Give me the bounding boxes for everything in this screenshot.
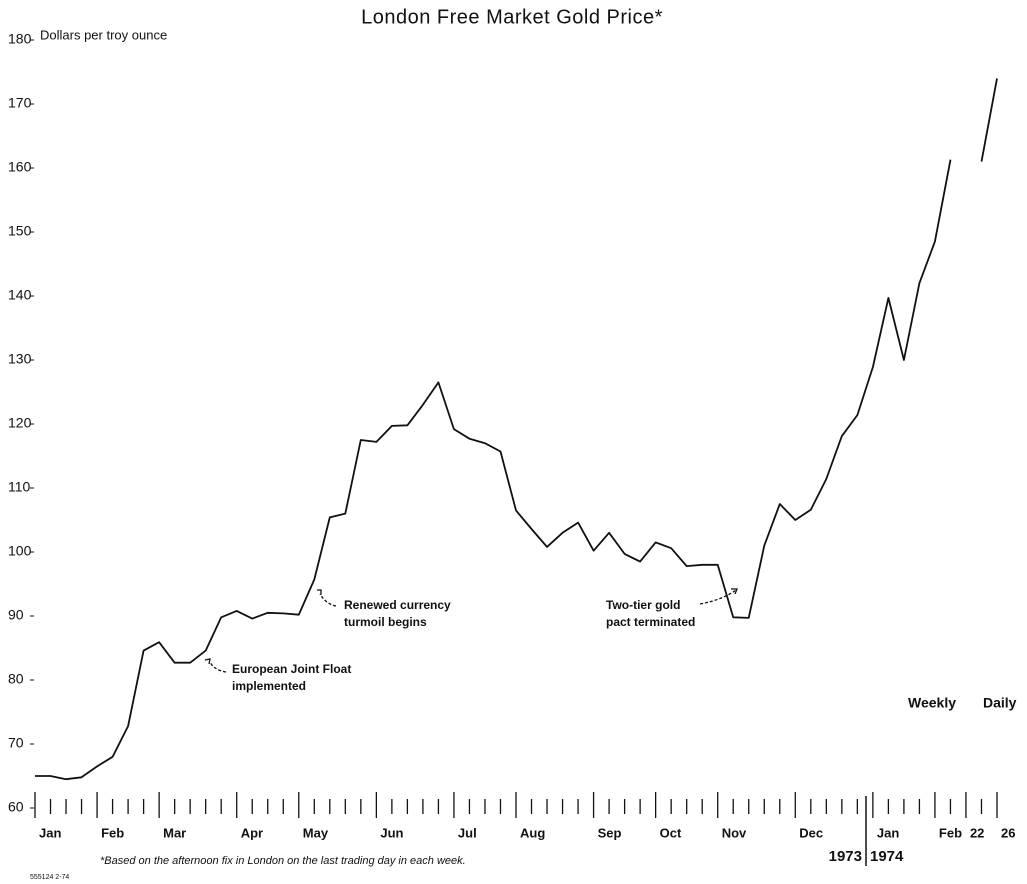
- y-tick-label: 100: [8, 543, 32, 559]
- annotation-arrow: [209, 661, 227, 673]
- y-axis-label: Dollars per troy ounce: [40, 27, 167, 42]
- x-tick-label: Aug: [520, 825, 545, 840]
- x-tick-label: Jun: [380, 825, 403, 840]
- year-label: 1974: [870, 848, 904, 865]
- y-tick-label: 160: [8, 159, 32, 175]
- y-tick-label: 90: [8, 607, 24, 623]
- footnote: *Based on the afternoon fix in London on…: [100, 855, 466, 867]
- y-tick-label: 80: [8, 671, 24, 687]
- year-label: 1973: [829, 848, 862, 865]
- x-tick-label: May: [303, 825, 329, 840]
- x-tick-label: Jan: [877, 825, 899, 840]
- x-tick-label: Nov: [722, 825, 747, 840]
- source-code: 555124 2-74: [30, 874, 69, 881]
- x-tick-label: Jan: [39, 825, 61, 840]
- chart-title: London Free Market Gold Price*: [361, 6, 663, 28]
- x-tick-label: 22: [970, 825, 984, 840]
- annotation: turmoil begins: [344, 615, 427, 629]
- annotation: European Joint Float: [232, 662, 351, 676]
- annotation-arrowhead: [731, 588, 738, 595]
- y-tick-label: 170: [8, 95, 32, 111]
- annotation: pact terminated: [606, 615, 695, 629]
- y-tick-label: 150: [8, 223, 32, 239]
- x-tick-label: Feb: [939, 825, 962, 840]
- y-tick-label: 140: [8, 287, 32, 303]
- x-tick-label: Apr: [241, 825, 263, 840]
- annotation-arrow: [699, 589, 737, 605]
- x-tick-label: Feb: [101, 825, 124, 840]
- y-tick-label: 120: [8, 415, 32, 431]
- annotation-arrowhead: [317, 589, 322, 595]
- annotation: implemented: [232, 679, 306, 693]
- x-tick-label: Jul: [458, 825, 477, 840]
- period-label: Daily: [983, 695, 1017, 711]
- x-tick-label: Oct: [660, 825, 682, 840]
- x-tick-label: Mar: [163, 825, 186, 840]
- annotation: Two-tier gold: [606, 598, 680, 612]
- y-tick-label: 130: [8, 351, 32, 367]
- x-tick-label: Sep: [598, 825, 622, 840]
- annotation-arrowhead: [204, 658, 211, 665]
- y-tick-label: 70: [8, 735, 24, 751]
- period-label: Weekly: [908, 695, 956, 711]
- y-tick-label: 110: [8, 479, 31, 495]
- annotation-arrow: [319, 593, 337, 607]
- x-tick-label: 26: [1001, 825, 1015, 840]
- annotation: Renewed currency: [344, 598, 451, 612]
- y-tick-label: 60: [8, 799, 24, 815]
- x-tick-label: Dec: [799, 825, 823, 840]
- price-line: [35, 78, 998, 781]
- y-tick-label: 180: [8, 31, 32, 47]
